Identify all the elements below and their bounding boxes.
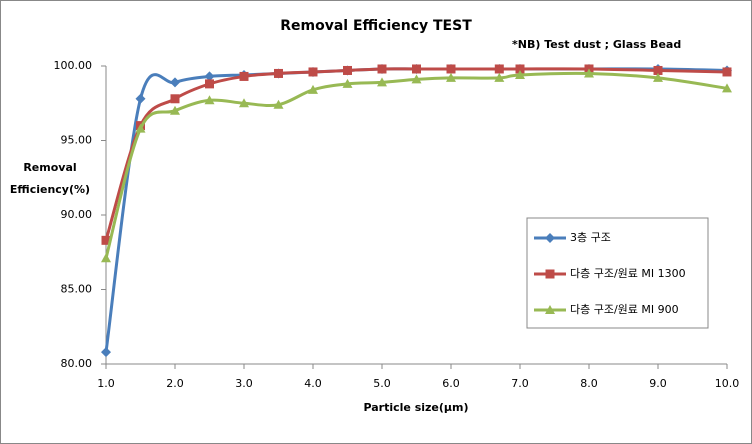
x-tick-label: 1.0 xyxy=(97,377,115,390)
marker xyxy=(515,64,525,74)
x-tick-label: 6.0 xyxy=(442,377,460,390)
marker xyxy=(101,253,111,263)
y-axis-label: Removal xyxy=(23,161,76,174)
legend-marker xyxy=(545,305,555,314)
x-tick-label: 4.0 xyxy=(304,377,322,390)
y-tick-label: 100.00 xyxy=(54,59,93,72)
legend-marker xyxy=(545,269,555,279)
marker xyxy=(101,235,111,245)
marker xyxy=(412,64,421,74)
marker xyxy=(101,347,111,358)
x-tick-label: 7.0 xyxy=(511,377,529,390)
y-axis-label: Efficiency(%) xyxy=(10,183,90,196)
legend-label: 3층 구조 xyxy=(570,231,611,244)
marker xyxy=(343,65,352,75)
marker xyxy=(722,83,732,93)
marker xyxy=(308,84,318,94)
x-tick-label: 2.0 xyxy=(166,377,184,390)
marker xyxy=(515,69,525,79)
legend-label: 다층 구조/원료 MI 1300 xyxy=(570,267,686,280)
marker xyxy=(494,72,505,82)
marker xyxy=(135,123,146,133)
x-tick-label: 5.0 xyxy=(373,377,391,390)
marker xyxy=(411,74,422,84)
marker xyxy=(446,64,456,74)
series-line xyxy=(104,67,728,241)
y-tick-label: 85.00 xyxy=(61,283,93,296)
annotation: *NB) Test dust ; Glass Bead xyxy=(512,38,681,51)
y-tick-label: 80.00 xyxy=(61,357,93,370)
marker xyxy=(494,64,504,74)
marker xyxy=(273,99,284,109)
marker xyxy=(170,94,180,104)
marker xyxy=(653,65,663,75)
marker xyxy=(722,67,732,77)
marker xyxy=(135,93,146,104)
marker xyxy=(204,71,215,82)
legend-label: 다층 구조/원료 MI 900 xyxy=(570,303,679,316)
x-tick-label: 3.0 xyxy=(235,377,253,390)
marker xyxy=(205,79,214,89)
x-tick-label: 9.0 xyxy=(649,377,667,390)
marker xyxy=(377,64,387,74)
marker xyxy=(377,77,387,87)
y-tick-label: 95.00 xyxy=(61,134,93,147)
chart-title: Removal Efficiency TEST xyxy=(280,18,472,34)
marker xyxy=(584,68,594,78)
marker xyxy=(239,98,249,108)
y-tick-label: 90.00 xyxy=(61,208,93,221)
marker xyxy=(239,71,249,81)
marker xyxy=(308,67,318,77)
series-line xyxy=(104,71,728,259)
legend-marker xyxy=(545,233,555,243)
marker xyxy=(446,72,456,82)
x-axis-label: Particle size(μm) xyxy=(363,401,468,414)
marker xyxy=(170,77,180,88)
marker xyxy=(204,95,215,105)
marker xyxy=(653,72,663,82)
marker xyxy=(342,78,353,88)
x-tick-label: 10.0 xyxy=(715,377,740,390)
marker xyxy=(170,105,180,115)
marker xyxy=(274,68,283,78)
x-tick-label: 8.0 xyxy=(580,377,598,390)
